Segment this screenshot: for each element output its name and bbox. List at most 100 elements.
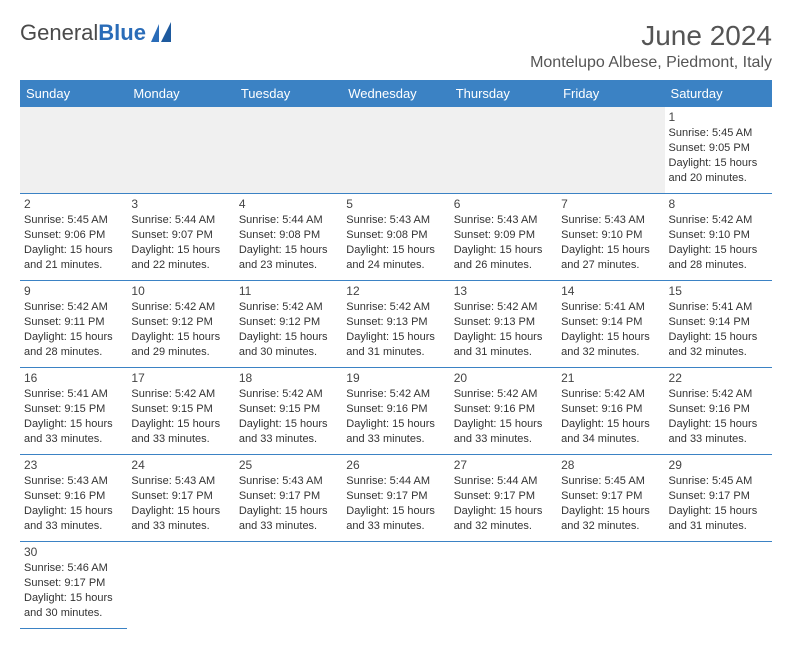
day-number: 19 xyxy=(346,370,445,386)
daylight-text: Daylight: 15 hours and 28 minutes. xyxy=(669,243,768,273)
day-number: 4 xyxy=(239,196,338,212)
sunrise-text: Sunrise: 5:42 AM xyxy=(24,300,123,315)
sunrise-text: Sunrise: 5:43 AM xyxy=(239,474,338,489)
sunrise-text: Sunrise: 5:43 AM xyxy=(24,474,123,489)
logo-sails-icon xyxy=(149,22,177,44)
calendar-row: 30Sunrise: 5:46 AMSunset: 9:17 PMDayligh… xyxy=(20,542,772,629)
sunrise-text: Sunrise: 5:42 AM xyxy=(131,300,230,315)
sunset-text: Sunset: 9:17 PM xyxy=(131,489,230,504)
daylight-text: Daylight: 15 hours and 33 minutes. xyxy=(239,504,338,534)
calendar-cell: 5Sunrise: 5:43 AMSunset: 9:08 PMDaylight… xyxy=(342,194,449,281)
sunrise-text: Sunrise: 5:42 AM xyxy=(239,387,338,402)
sunrise-text: Sunrise: 5:42 AM xyxy=(239,300,338,315)
calendar-cell: 6Sunrise: 5:43 AMSunset: 9:09 PMDaylight… xyxy=(450,194,557,281)
calendar-row: 2Sunrise: 5:45 AMSunset: 9:06 PMDaylight… xyxy=(20,194,772,281)
day-header: Thursday xyxy=(450,80,557,107)
day-number: 21 xyxy=(561,370,660,386)
daylight-text: Daylight: 15 hours and 33 minutes. xyxy=(346,417,445,447)
calendar-cell: 17Sunrise: 5:42 AMSunset: 9:15 PMDayligh… xyxy=(127,368,234,455)
daylight-text: Daylight: 15 hours and 22 minutes. xyxy=(131,243,230,273)
calendar-row: 1Sunrise: 5:45 AMSunset: 9:05 PMDaylight… xyxy=(20,107,772,194)
sunset-text: Sunset: 9:10 PM xyxy=(561,228,660,243)
day-number: 13 xyxy=(454,283,553,299)
daylight-text: Daylight: 15 hours and 29 minutes. xyxy=(131,330,230,360)
calendar-cell: 22Sunrise: 5:42 AMSunset: 9:16 PMDayligh… xyxy=(665,368,772,455)
day-number: 8 xyxy=(669,196,768,212)
calendar-cell xyxy=(557,107,664,194)
calendar-cell: 28Sunrise: 5:45 AMSunset: 9:17 PMDayligh… xyxy=(557,455,664,542)
sunrise-text: Sunrise: 5:42 AM xyxy=(561,387,660,402)
sunset-text: Sunset: 9:12 PM xyxy=(131,315,230,330)
calendar-cell xyxy=(665,542,772,629)
calendar-cell: 23Sunrise: 5:43 AMSunset: 9:16 PMDayligh… xyxy=(20,455,127,542)
sunset-text: Sunset: 9:11 PM xyxy=(24,315,123,330)
logo-text-1: General xyxy=(20,20,98,46)
calendar-cell: 25Sunrise: 5:43 AMSunset: 9:17 PMDayligh… xyxy=(235,455,342,542)
daylight-text: Daylight: 15 hours and 23 minutes. xyxy=(239,243,338,273)
calendar-cell xyxy=(127,542,234,629)
sunset-text: Sunset: 9:16 PM xyxy=(454,402,553,417)
sunset-text: Sunset: 9:17 PM xyxy=(346,489,445,504)
sunset-text: Sunset: 9:17 PM xyxy=(239,489,338,504)
daylight-text: Daylight: 15 hours and 33 minutes. xyxy=(346,504,445,534)
calendar-cell xyxy=(342,542,449,629)
calendar-cell xyxy=(450,542,557,629)
calendar-cell: 19Sunrise: 5:42 AMSunset: 9:16 PMDayligh… xyxy=(342,368,449,455)
calendar-cell: 8Sunrise: 5:42 AMSunset: 9:10 PMDaylight… xyxy=(665,194,772,281)
calendar-cell: 27Sunrise: 5:44 AMSunset: 9:17 PMDayligh… xyxy=(450,455,557,542)
calendar-cell: 14Sunrise: 5:41 AMSunset: 9:14 PMDayligh… xyxy=(557,281,664,368)
daylight-text: Daylight: 15 hours and 33 minutes. xyxy=(131,417,230,447)
day-number: 12 xyxy=(346,283,445,299)
sunset-text: Sunset: 9:08 PM xyxy=(239,228,338,243)
calendar-cell: 29Sunrise: 5:45 AMSunset: 9:17 PMDayligh… xyxy=(665,455,772,542)
calendar-row: 23Sunrise: 5:43 AMSunset: 9:16 PMDayligh… xyxy=(20,455,772,542)
calendar-cell xyxy=(20,107,127,194)
sunrise-text: Sunrise: 5:43 AM xyxy=(346,213,445,228)
sunset-text: Sunset: 9:13 PM xyxy=(346,315,445,330)
day-number: 1 xyxy=(669,109,768,125)
calendar-cell: 24Sunrise: 5:43 AMSunset: 9:17 PMDayligh… xyxy=(127,455,234,542)
sunset-text: Sunset: 9:09 PM xyxy=(454,228,553,243)
sunrise-text: Sunrise: 5:45 AM xyxy=(24,213,123,228)
calendar-cell: 9Sunrise: 5:42 AMSunset: 9:11 PMDaylight… xyxy=(20,281,127,368)
daylight-text: Daylight: 15 hours and 33 minutes. xyxy=(669,417,768,447)
sunrise-text: Sunrise: 5:44 AM xyxy=(239,213,338,228)
sunrise-text: Sunrise: 5:41 AM xyxy=(561,300,660,315)
sunrise-text: Sunrise: 5:46 AM xyxy=(24,561,123,576)
daylight-text: Daylight: 15 hours and 21 minutes. xyxy=(24,243,123,273)
daylight-text: Daylight: 15 hours and 26 minutes. xyxy=(454,243,553,273)
sunset-text: Sunset: 9:06 PM xyxy=(24,228,123,243)
daylight-text: Daylight: 15 hours and 32 minutes. xyxy=(454,504,553,534)
day-number: 29 xyxy=(669,457,768,473)
calendar-cell: 15Sunrise: 5:41 AMSunset: 9:14 PMDayligh… xyxy=(665,281,772,368)
day-header: Saturday xyxy=(665,80,772,107)
daylight-text: Daylight: 15 hours and 33 minutes. xyxy=(131,504,230,534)
day-header: Monday xyxy=(127,80,234,107)
daylight-text: Daylight: 15 hours and 32 minutes. xyxy=(561,330,660,360)
sunrise-text: Sunrise: 5:44 AM xyxy=(454,474,553,489)
day-number: 9 xyxy=(24,283,123,299)
sunrise-text: Sunrise: 5:42 AM xyxy=(346,387,445,402)
calendar-cell: 13Sunrise: 5:42 AMSunset: 9:13 PMDayligh… xyxy=(450,281,557,368)
calendar-cell: 10Sunrise: 5:42 AMSunset: 9:12 PMDayligh… xyxy=(127,281,234,368)
day-header: Wednesday xyxy=(342,80,449,107)
sunset-text: Sunset: 9:17 PM xyxy=(669,489,768,504)
calendar-cell: 12Sunrise: 5:42 AMSunset: 9:13 PMDayligh… xyxy=(342,281,449,368)
calendar-cell xyxy=(342,107,449,194)
daylight-text: Daylight: 15 hours and 33 minutes. xyxy=(454,417,553,447)
calendar-cell: 4Sunrise: 5:44 AMSunset: 9:08 PMDaylight… xyxy=(235,194,342,281)
sunset-text: Sunset: 9:12 PM xyxy=(239,315,338,330)
day-number: 27 xyxy=(454,457,553,473)
day-number: 18 xyxy=(239,370,338,386)
sunrise-text: Sunrise: 5:43 AM xyxy=(454,213,553,228)
calendar-cell: 30Sunrise: 5:46 AMSunset: 9:17 PMDayligh… xyxy=(20,542,127,629)
day-header: Friday xyxy=(557,80,664,107)
sunrise-text: Sunrise: 5:42 AM xyxy=(131,387,230,402)
calendar-cell: 2Sunrise: 5:45 AMSunset: 9:06 PMDaylight… xyxy=(20,194,127,281)
day-number: 11 xyxy=(239,283,338,299)
day-number: 16 xyxy=(24,370,123,386)
sunset-text: Sunset: 9:15 PM xyxy=(131,402,230,417)
day-number: 20 xyxy=(454,370,553,386)
calendar-cell: 1Sunrise: 5:45 AMSunset: 9:05 PMDaylight… xyxy=(665,107,772,194)
sunrise-text: Sunrise: 5:41 AM xyxy=(24,387,123,402)
